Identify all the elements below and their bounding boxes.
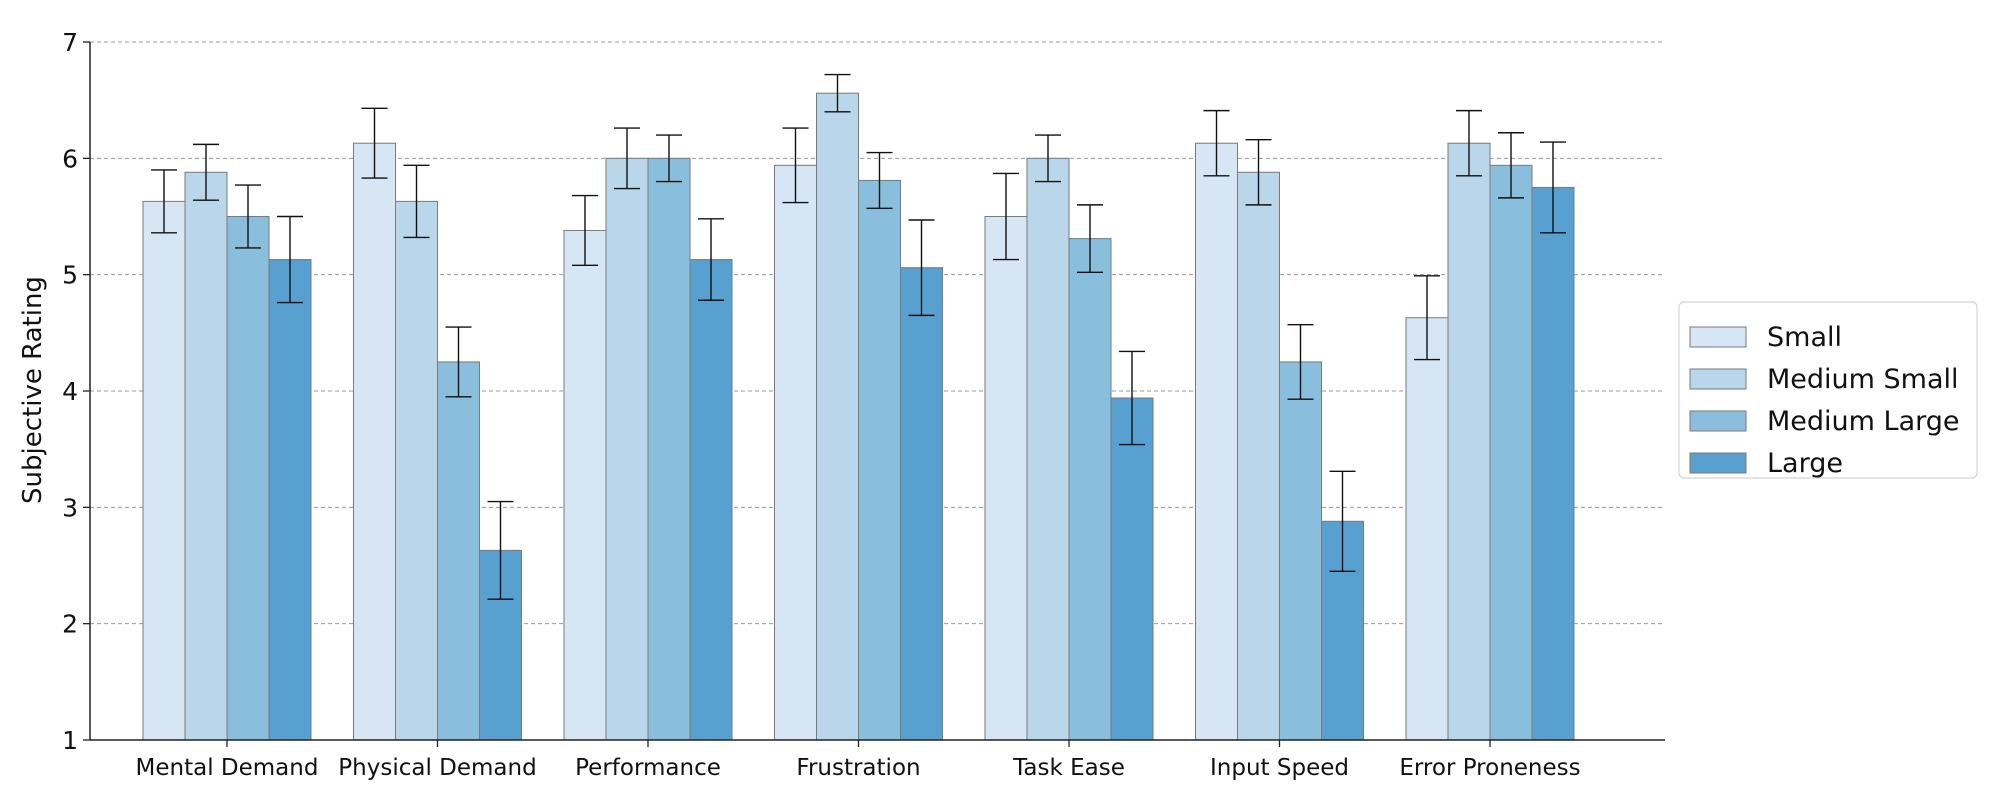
legend: Small Medium Small Medium Large Large — [1678, 301, 1978, 479]
bar — [605, 157, 649, 741]
y-tick-label: 4 — [62, 377, 78, 406]
bar — [1026, 157, 1070, 741]
bar — [1531, 186, 1575, 741]
x-tick-label: Error Proneness — [1399, 755, 1580, 781]
bar — [689, 259, 733, 741]
bars — [142, 92, 1575, 741]
bar — [647, 157, 691, 741]
bar — [1489, 164, 1533, 741]
bar — [900, 267, 943, 741]
axes: 1 2 3 4 5 6 7 Mental Demand Physical Demand Perfo… — [62, 28, 1665, 781]
legend-label: Large — [1767, 448, 1843, 479]
bar — [184, 171, 228, 741]
x-tick-label: Input Speed — [1210, 755, 1349, 781]
bar — [984, 216, 1028, 741]
x-tick-label: Task Ease — [1012, 755, 1125, 781]
x-tick-label: Performance — [575, 755, 721, 781]
y-tick-label: 2 — [62, 610, 78, 639]
y-tick-label: 7 — [62, 28, 78, 57]
y-tick-label: 3 — [62, 493, 78, 522]
bar — [1405, 317, 1449, 741]
legend-swatch — [1689, 410, 1747, 432]
legend-label: Small — [1767, 322, 1842, 353]
y-tick-label: 1 — [62, 726, 78, 755]
bar — [1279, 361, 1322, 741]
bar — [395, 200, 438, 741]
bar — [437, 361, 480, 741]
x-tick-label: Mental Demand — [136, 755, 319, 781]
legend-swatch — [1689, 326, 1747, 348]
legend-label: Medium Small — [1767, 364, 1959, 395]
bar — [268, 259, 312, 741]
bar — [1110, 397, 1154, 741]
legend-box — [1678, 301, 1978, 479]
bar — [774, 164, 817, 741]
y-tick-label: 6 — [62, 144, 78, 173]
y-axis-title: Subjective Rating — [18, 276, 48, 504]
bar — [226, 216, 270, 741]
bar — [1068, 238, 1112, 741]
y-tick-label: 5 — [62, 261, 78, 290]
bar — [1195, 142, 1238, 741]
bar — [816, 92, 859, 741]
bar — [142, 200, 186, 741]
bar — [858, 179, 901, 741]
x-tick-label: Frustration — [796, 755, 920, 781]
bar — [353, 142, 396, 741]
legend-label: Medium Large — [1767, 406, 1960, 437]
bar — [1237, 171, 1280, 741]
bar — [563, 229, 607, 741]
x-tick-label: Physical Demand — [338, 755, 536, 781]
legend-swatch — [1689, 452, 1747, 474]
legend-swatch — [1689, 368, 1747, 390]
bar — [1447, 142, 1491, 741]
error-bars — [151, 73, 1566, 600]
